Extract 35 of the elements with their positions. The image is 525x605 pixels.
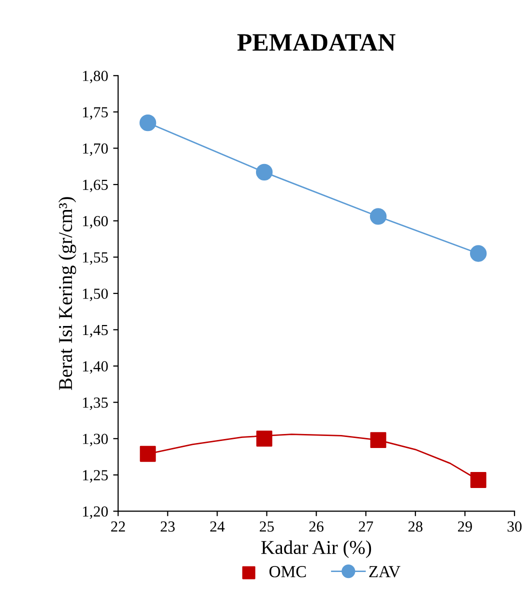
x-tick-label: 28	[408, 521, 422, 532]
x-tick-label: 24	[210, 521, 225, 532]
x-tick-label: 30	[508, 521, 522, 532]
y-tick-label: 1,45	[83, 324, 108, 338]
y-tick-label: 1,50	[83, 288, 108, 302]
y-tick-label: 1,80	[83, 70, 108, 84]
point	[140, 114, 156, 132]
point	[140, 446, 156, 462]
x-tick-label: 26	[309, 521, 324, 532]
y-tick-label: 1,75	[83, 107, 108, 120]
x-tick-label: 27	[358, 521, 374, 532]
point	[256, 164, 273, 181]
point	[370, 208, 387, 225]
x-tick-label: 23	[160, 521, 175, 532]
y-tick-label: 1,20	[83, 506, 108, 519]
y-tick-label: 1,35	[83, 398, 108, 410]
y-tick-label: 1,55	[83, 252, 108, 265]
x-axis-title: Kadar Air (%)	[261, 540, 372, 558]
y-tick-label: 1,70	[83, 143, 108, 156]
legend-label: ZAV	[369, 566, 400, 578]
y-tick-label: 1,40	[83, 361, 108, 374]
y-axis-title: Berat Isi Kering (gr/cm³)	[58, 197, 76, 390]
point	[470, 472, 486, 488]
y-tick-label: 1,25	[83, 470, 108, 483]
legend-label: OMC	[269, 566, 306, 578]
x-tick-label: 22	[111, 521, 125, 532]
point	[470, 245, 487, 262]
chart-title: PEMADATAN	[237, 34, 396, 51]
x-tick-label: 25	[260, 521, 274, 532]
point	[370, 432, 386, 448]
y-tick-label: 1,65	[83, 180, 108, 192]
point	[256, 430, 272, 447]
y-tick-label: 1,30	[83, 434, 108, 446]
x-tick-label: 29	[458, 521, 472, 532]
y-tick-label: 1,60	[83, 216, 108, 228]
